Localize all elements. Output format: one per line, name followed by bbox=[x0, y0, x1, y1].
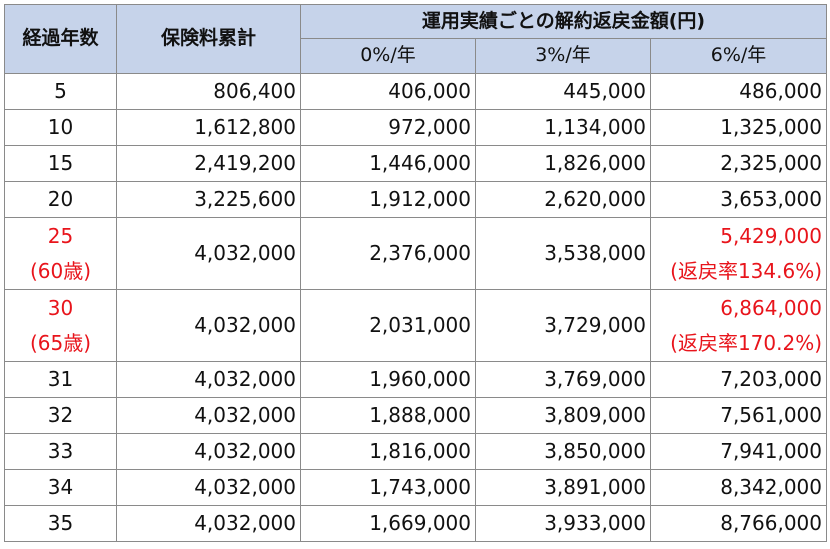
cell-year: 34 bbox=[4, 469, 117, 506]
refund-rate-note: (返戻率134.6%) bbox=[670, 258, 823, 283]
header-refund-group: 運用実績ごとの解約返戻金額(円) bbox=[299, 4, 828, 39]
cell-premium: 4,032,000 bbox=[116, 469, 301, 506]
table-row: 32 4,032,000 1,888,000 3,809,000 7,561,0… bbox=[4, 397, 828, 434]
cell-year: 20 bbox=[4, 181, 117, 218]
table-row: 35 4,032,000 1,669,000 3,933,000 8,766,0… bbox=[4, 505, 828, 542]
cell-refund-6: 7,941,000 bbox=[649, 433, 828, 470]
cell-refund-0: 1,888,000 bbox=[300, 397, 476, 434]
cell-refund-3: 3,769,000 bbox=[475, 361, 651, 398]
cell-premium: 2,419,200 bbox=[116, 145, 301, 182]
cell-refund-0: 1,960,000 bbox=[300, 361, 476, 398]
cell-refund-3: 3,891,000 bbox=[475, 469, 651, 506]
cell-refund-6: 5,429,000 (返戻率134.6%) bbox=[649, 217, 828, 290]
cell-refund-6: 486,000 bbox=[649, 73, 828, 110]
table-row: 33 4,032,000 1,816,000 3,850,000 7,941,0… bbox=[4, 433, 828, 470]
table-header: 経過年数 保険料累計 運用実績ごとの解約返戻金額(円) 0%/年 3%/年 6%… bbox=[4, 4, 828, 74]
cell-refund-6: 8,342,000 bbox=[649, 469, 828, 506]
cell-year: 10 bbox=[4, 109, 117, 146]
cell-premium: 4,032,000 bbox=[116, 505, 301, 542]
table-body: 5 806,400 406,000 445,000 486,000 10 1,6… bbox=[4, 73, 828, 542]
cell-refund-0: 1,446,000 bbox=[300, 145, 476, 182]
header-rate-6: 6%/年 bbox=[649, 38, 828, 74]
cell-premium: 806,400 bbox=[116, 73, 301, 110]
cell-premium: 4,032,000 bbox=[116, 289, 301, 362]
cell-year: 31 bbox=[4, 361, 117, 398]
cell-refund-0: 1,743,000 bbox=[300, 469, 476, 506]
table-row-highlight: 30 (65歳) 4,032,000 2,031,000 3,729,000 6… bbox=[4, 289, 828, 362]
cell-premium: 4,032,000 bbox=[116, 433, 301, 470]
table-row-highlight: 25 (60歳) 4,032,000 2,376,000 3,538,000 5… bbox=[4, 217, 828, 290]
cell-refund-6: 8,766,000 bbox=[649, 505, 828, 542]
year-value: 25 bbox=[47, 223, 74, 248]
cell-refund-0: 406,000 bbox=[300, 73, 476, 110]
cell-refund-3: 445,000 bbox=[475, 73, 651, 110]
cell-year: 33 bbox=[4, 433, 117, 470]
table-row: 31 4,032,000 1,960,000 3,769,000 7,203,0… bbox=[4, 361, 828, 398]
cell-refund-0: 1,669,000 bbox=[300, 505, 476, 542]
cell-year: 5 bbox=[4, 73, 117, 110]
cell-refund-0: 2,031,000 bbox=[300, 289, 476, 362]
header-premium-total: 保険料累計 bbox=[116, 4, 301, 74]
cell-refund-3: 3,809,000 bbox=[475, 397, 651, 434]
cell-year: 15 bbox=[4, 145, 117, 182]
header-rate-0: 0%/年 bbox=[300, 38, 476, 74]
cell-refund-6: 2,325,000 bbox=[649, 145, 828, 182]
cell-refund-6: 7,561,000 bbox=[649, 397, 828, 434]
cell-year: 35 bbox=[4, 505, 117, 542]
year-value: 30 bbox=[47, 295, 74, 320]
cell-refund-6: 1,325,000 bbox=[649, 109, 828, 146]
cell-refund-3: 3,933,000 bbox=[475, 505, 651, 542]
table-row: 10 1,612,800 972,000 1,134,000 1,325,000 bbox=[4, 109, 828, 146]
cell-refund-3: 3,850,000 bbox=[475, 433, 651, 470]
cell-refund-3: 2,620,000 bbox=[475, 181, 651, 218]
table-row: 15 2,419,200 1,446,000 1,826,000 2,325,0… bbox=[4, 145, 828, 182]
cell-year: 25 (60歳) bbox=[4, 217, 117, 290]
age-note: (65歳) bbox=[29, 330, 92, 355]
refund-table: 経過年数 保険料累計 運用実績ごとの解約返戻金額(円) 0%/年 3%/年 6%… bbox=[4, 4, 828, 542]
table-row: 20 3,225,600 1,912,000 2,620,000 3,653,0… bbox=[4, 181, 828, 218]
cell-refund-0: 2,376,000 bbox=[300, 217, 476, 290]
cell-premium: 3,225,600 bbox=[116, 181, 301, 218]
cell-premium: 4,032,000 bbox=[116, 361, 301, 398]
cell-refund-3: 3,729,000 bbox=[475, 289, 651, 362]
table-row: 34 4,032,000 1,743,000 3,891,000 8,342,0… bbox=[4, 469, 828, 506]
cell-refund-0: 972,000 bbox=[300, 109, 476, 146]
cell-year: 30 (65歳) bbox=[4, 289, 117, 362]
refund-6-value: 5,429,000 bbox=[720, 223, 823, 248]
header-rate-3: 3%/年 bbox=[475, 38, 651, 74]
cell-refund-3: 1,826,000 bbox=[475, 145, 651, 182]
cell-refund-6: 6,864,000 (返戻率170.2%) bbox=[649, 289, 828, 362]
refund-rate-note: (返戻率170.2%) bbox=[670, 330, 823, 355]
refund-6-value: 6,864,000 bbox=[720, 295, 823, 320]
cell-year: 32 bbox=[4, 397, 117, 434]
cell-premium: 4,032,000 bbox=[116, 397, 301, 434]
cell-refund-0: 1,912,000 bbox=[300, 181, 476, 218]
header-years: 経過年数 bbox=[4, 4, 117, 74]
cell-refund-0: 1,816,000 bbox=[300, 433, 476, 470]
age-note: (60歳) bbox=[29, 258, 92, 283]
table-row: 5 806,400 406,000 445,000 486,000 bbox=[4, 73, 828, 110]
cell-refund-3: 3,538,000 bbox=[475, 217, 651, 290]
cell-refund-6: 7,203,000 bbox=[649, 361, 828, 398]
cell-refund-6: 3,653,000 bbox=[649, 181, 828, 218]
cell-premium: 4,032,000 bbox=[116, 217, 301, 290]
cell-premium: 1,612,800 bbox=[116, 109, 301, 146]
cell-refund-3: 1,134,000 bbox=[475, 109, 651, 146]
